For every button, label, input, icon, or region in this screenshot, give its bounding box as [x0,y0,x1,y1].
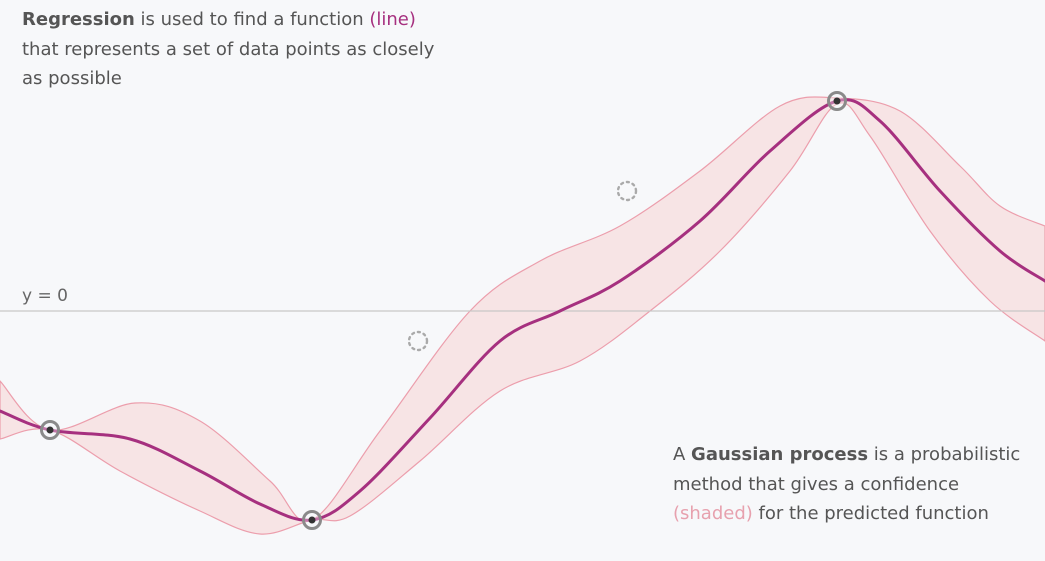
zero-line-label: y = 0 [22,286,68,306]
regression-text-post: that represents a set of data points as … [22,38,435,90]
gaussian-process-caption: A Gaussian process is a probabilistic me… [673,440,1033,529]
regression-term: Regression [22,9,135,30]
regression-line [0,98,1045,522]
regression-caption: Regression is used to find a function (l… [22,5,452,94]
observed-point-center [833,97,841,105]
gp-text-pre: A [673,444,692,465]
observed-point-center [46,426,54,434]
regression-text-pre: is used to find a function [134,9,370,30]
shaded-term: (shaded) [673,503,753,524]
line-term: (line) [369,9,416,30]
gp-text-post: for the predicted function [752,503,989,524]
data-points [40,91,847,530]
observed-point-center [308,516,316,524]
candidate-point [407,330,429,352]
gaussian-process-term: Gaussian process [691,444,869,465]
confidence-band [0,96,1045,535]
gp-text-mid: is a probabilistic method that gives a c… [673,444,1021,495]
candidate-point [616,180,638,202]
